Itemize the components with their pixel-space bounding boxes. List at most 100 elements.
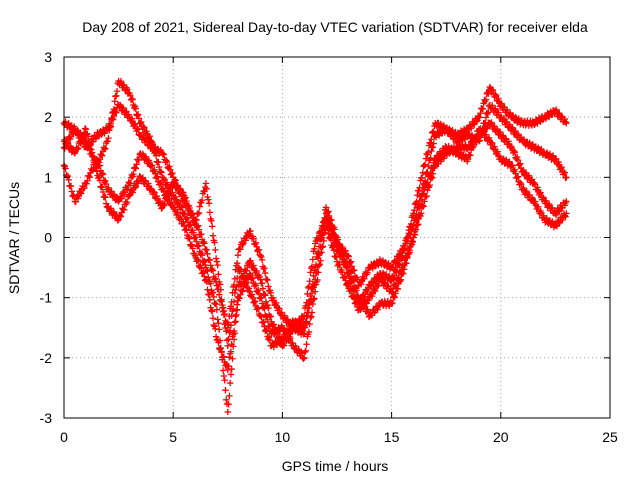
trace-marker	[209, 308, 216, 315]
trace-marker	[506, 158, 513, 165]
trace-marker	[335, 246, 342, 253]
trace-marker	[556, 208, 563, 215]
trace-marker	[400, 270, 407, 277]
trace-marker	[117, 77, 125, 85]
trace-marker	[228, 341, 235, 348]
trace-marker	[406, 249, 413, 256]
trace-marker	[107, 120, 114, 128]
trace-marker	[215, 271, 222, 278]
data-point	[322, 204, 330, 211]
trace-marker	[476, 114, 483, 121]
trace-marker	[534, 184, 541, 191]
trace-marker	[210, 321, 217, 329]
trace-marker	[428, 136, 435, 143]
trace-marker	[552, 106, 560, 113]
trace-marker	[177, 185, 184, 192]
trace-marker	[306, 278, 313, 285]
trace-marker	[555, 158, 562, 166]
trace-marker	[237, 246, 244, 253]
trace-marker	[174, 199, 182, 207]
trace-marker	[81, 184, 88, 192]
trace-marker	[258, 256, 266, 264]
trace-marker	[311, 295, 318, 302]
trace-marker	[154, 173, 161, 180]
trace-marker	[141, 124, 148, 131]
trace-marker	[220, 372, 228, 380]
trace-marker	[266, 322, 274, 330]
trace-marker	[478, 131, 485, 139]
trace-marker	[558, 163, 565, 171]
trace-marker	[499, 132, 507, 139]
trace-marker	[96, 177, 104, 184]
trace-marker	[205, 200, 213, 207]
ticks-layer: 0 5 10 15 20 25 -3 -2 -1 0 1 2 3	[40, 49, 618, 445]
trace-marker	[103, 127, 111, 134]
trace-marker	[225, 401, 232, 408]
trace-marker	[180, 218, 187, 225]
trace-marker	[175, 198, 182, 206]
trace-marker	[302, 347, 309, 354]
trace-marker	[226, 327, 234, 334]
trace-marker	[429, 144, 437, 151]
trace-marker	[178, 204, 185, 211]
trace-marker	[300, 355, 307, 362]
trace-marker	[77, 190, 85, 197]
trace-marker	[67, 182, 75, 190]
y-tick-label: 3	[44, 49, 52, 65]
trace-marker	[428, 147, 435, 155]
trace-marker	[209, 265, 216, 273]
trace-marker	[364, 269, 371, 277]
data-point	[563, 174, 570, 181]
trace-marker	[127, 180, 134, 187]
trace-marker	[210, 293, 217, 301]
trace-marker	[545, 200, 553, 208]
trace-marker	[183, 197, 190, 205]
trace-marker	[182, 194, 189, 201]
trace-marker	[248, 291, 256, 298]
trace-marker	[223, 396, 230, 404]
trace-marker	[102, 200, 110, 207]
x-tick-label: 25	[602, 429, 618, 445]
trace-marker	[232, 286, 239, 294]
trace-marker	[392, 290, 399, 297]
trace-marker	[101, 145, 108, 153]
trace-marker	[358, 297, 366, 304]
trace-marker	[221, 377, 228, 384]
trace-marker	[323, 210, 331, 218]
trace-marker	[159, 185, 167, 192]
trace-marker	[139, 174, 146, 181]
trace-marker	[105, 184, 112, 191]
trace-marker	[197, 262, 204, 269]
trace-marker	[324, 214, 331, 221]
trace-marker	[259, 285, 267, 292]
trace-marker	[230, 331, 237, 338]
trace-marker	[110, 191, 118, 198]
x-tick-label: 15	[384, 429, 400, 445]
trace-marker	[511, 149, 519, 156]
trace-marker	[398, 256, 405, 263]
trace-marker	[216, 281, 224, 288]
trace-marker	[195, 242, 203, 250]
data-point	[202, 264, 210, 271]
trace-marker	[258, 279, 266, 287]
trace-marker	[214, 316, 221, 323]
trace-marker	[489, 86, 497, 94]
trace-marker	[305, 304, 313, 312]
trace-marker	[258, 300, 266, 307]
trace-marker	[535, 203, 542, 211]
trace-marker	[161, 200, 168, 208]
trace-marker	[220, 311, 228, 319]
trace-marker	[315, 255, 322, 262]
data-point	[344, 282, 352, 289]
trace-marker	[260, 318, 267, 326]
trace-marker	[99, 188, 107, 196]
trace-marker	[188, 211, 196, 219]
trace-marker	[203, 278, 210, 285]
trace-marker	[414, 222, 421, 229]
trace-marker	[364, 306, 371, 313]
data-point	[301, 354, 308, 362]
y-tick-label: 1	[44, 169, 52, 185]
trace-marker	[379, 275, 386, 283]
trace-marker	[218, 349, 225, 356]
trace-marker	[312, 269, 320, 277]
